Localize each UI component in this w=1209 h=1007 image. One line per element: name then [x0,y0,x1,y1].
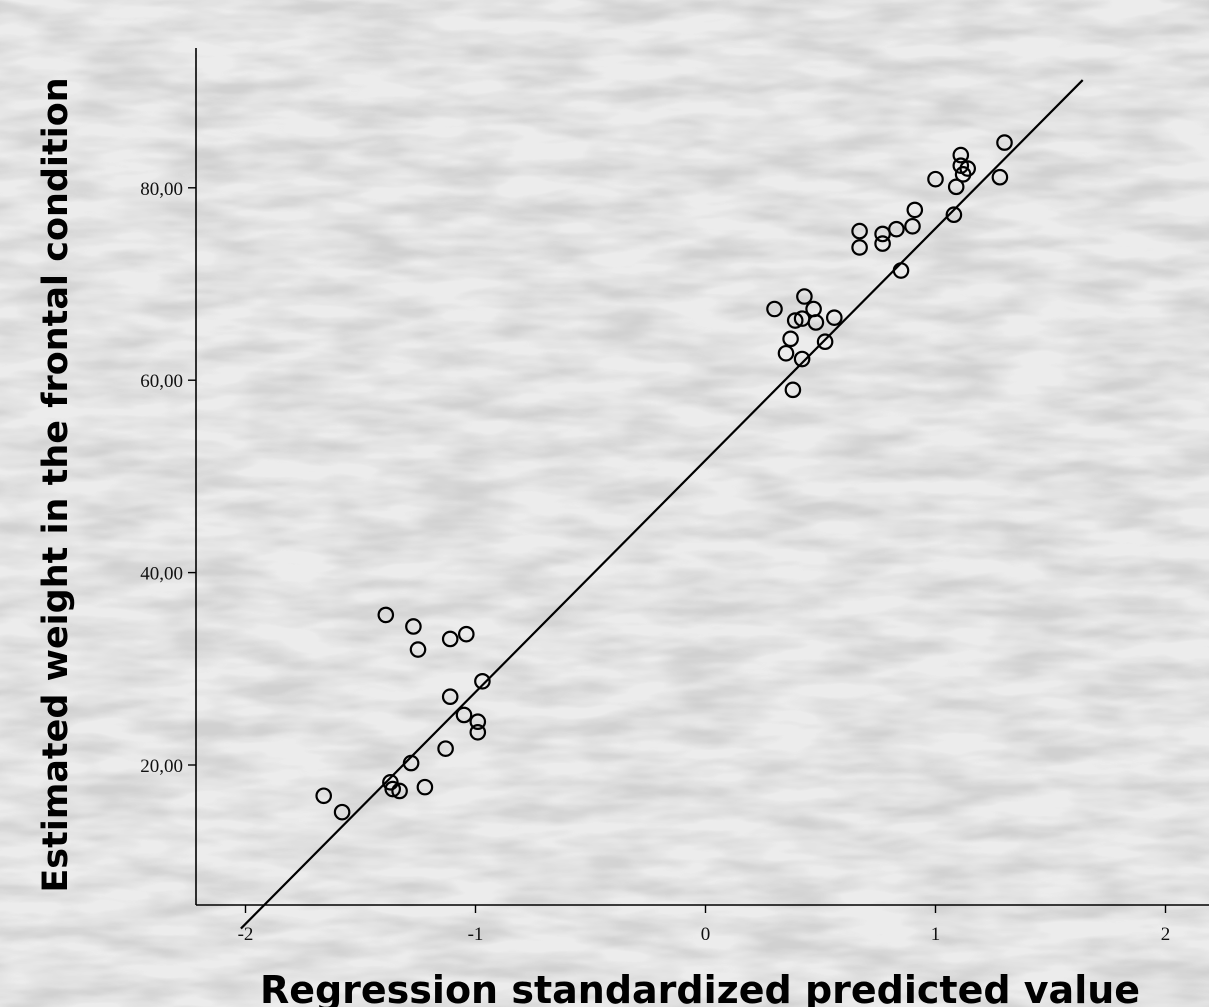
data-point [906,201,924,219]
data-point [402,754,420,772]
data-point [784,381,802,399]
x-axis-title: Regression standardized predicted value [260,968,1140,1007]
data-point [469,723,487,741]
data-point [437,740,454,757]
y-axis-ticks: 20,00 40,00 60,00 80,00 [140,179,196,777]
data-point [333,803,351,821]
data-point [807,314,825,331]
data-point [777,344,795,362]
data-point [851,222,868,240]
data-point [382,774,399,791]
data-point [796,288,813,305]
data-point [786,312,804,329]
data-point [816,333,834,351]
data-point [455,706,473,724]
data-point [766,300,783,318]
data-point [469,713,487,731]
data-point [952,146,970,164]
data-point [474,673,491,690]
y-tick-label: 20,00 [140,756,183,777]
data-point [945,206,963,224]
y-tick-label: 60,00 [140,371,183,392]
data-point [904,217,921,235]
data-point [892,262,910,279]
x-tick-label: -1 [468,924,484,945]
data-point [384,780,401,798]
data-point [874,235,891,252]
data-point [888,220,905,238]
data-point [409,641,427,658]
data-point [416,778,434,796]
data-points [315,134,1013,821]
data-point [991,168,1009,186]
fit-line-group [240,79,1084,930]
regression-fit-line [240,79,1084,930]
x-tick-label: 1 [931,924,941,945]
x-tick-label: 0 [701,924,711,945]
data-point [457,625,475,643]
data-point [315,787,332,805]
data-point [927,170,944,188]
data-point [377,606,395,624]
data-point [825,309,843,326]
data-point [851,239,868,256]
data-point [391,782,408,800]
data-point [441,688,459,705]
y-axis-title: Estimated weight in the frontal conditio… [36,77,76,892]
data-point [782,330,799,348]
data-point [793,350,811,368]
x-tick-label: -2 [238,924,254,945]
data-point [996,134,1013,151]
y-tick-label: 80,00 [140,179,183,200]
data-point [959,160,976,177]
data-point [947,178,965,196]
x-tick-label: 2 [1161,924,1171,945]
y-tick-label: 40,00 [140,564,183,585]
axes [195,48,1209,906]
data-point [405,618,422,635]
x-axis-ticks: -2 -1 0 1 2 [238,905,1171,945]
data-point [441,630,459,648]
